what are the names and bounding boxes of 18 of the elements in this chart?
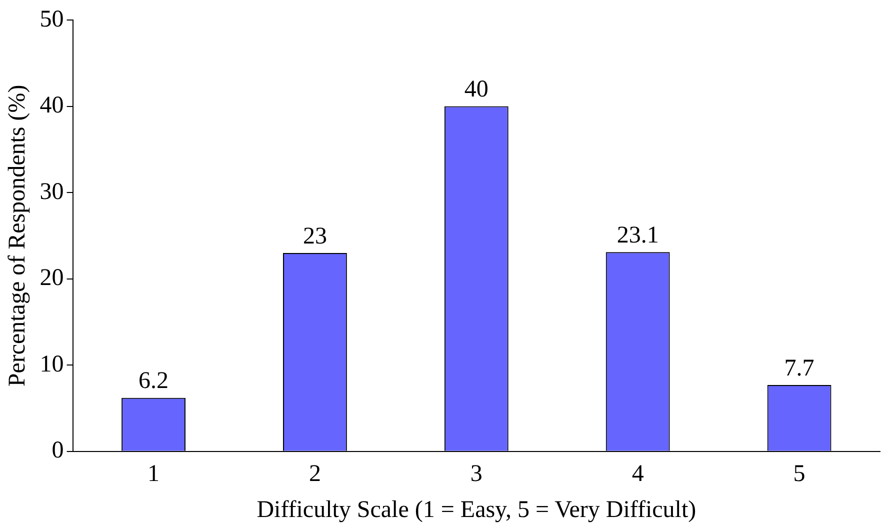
x-axis-title: Difficulty Scale (1 = Easy, 5 = Very Difficult)	[256, 496, 696, 523]
x-tick-label: 2	[308, 461, 321, 488]
y-tick-label: 40	[40, 92, 64, 119]
data-label: 6.2	[138, 368, 169, 394]
y-axis-title: Percentage of Respondents (%)	[4, 84, 31, 387]
data-label: 23.1	[616, 222, 659, 248]
y-tick-label: 20	[40, 265, 64, 292]
x-tick-label: 4	[632, 461, 644, 488]
data-label: 23	[302, 223, 327, 250]
data-label: 40	[464, 76, 488, 103]
y-tick-label: 0	[52, 438, 64, 464]
x-tick-label: 3	[470, 461, 482, 488]
data-label: 7.7	[784, 355, 814, 382]
y-tick-label: 10	[40, 351, 64, 378]
y-tick-label: 50	[40, 6, 64, 32]
x-tick-label: 5	[793, 461, 806, 488]
x-tick-label: 1	[148, 461, 160, 488]
y-tick-label: 30	[40, 178, 64, 205]
